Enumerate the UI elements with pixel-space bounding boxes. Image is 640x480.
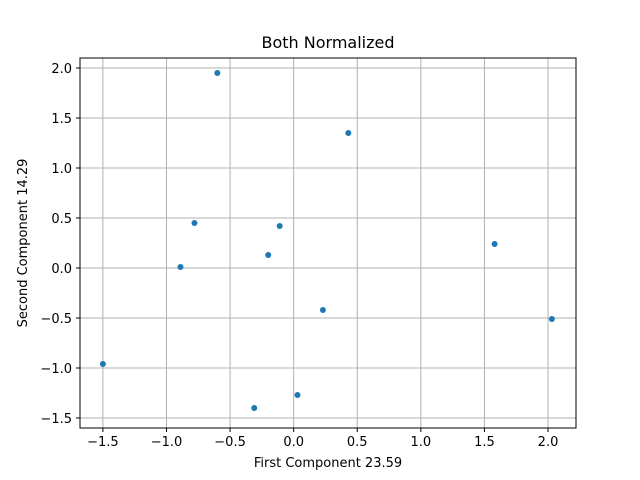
scatter-point [345,130,352,136]
x-tick-label: 1.0 [410,435,431,450]
x-tick-label: 0.5 [347,435,368,450]
scatter-point [548,316,555,322]
x-tick-label: 1.5 [474,435,495,450]
scatter-point [214,70,221,76]
y-tick-label: −0.5 [40,312,72,327]
scatter-point [99,361,106,367]
x-axis-label: First Component 23.59 [254,456,402,471]
y-tick-label: 0.0 [51,262,72,277]
x-tick-label: 2.0 [538,435,559,450]
scatter-point [276,223,283,229]
chart-title: Both Normalized [262,33,395,52]
scatter-point [294,392,301,398]
data-points [99,70,555,411]
scatter-point [265,252,272,258]
scatter-point [319,307,326,313]
x-tick-label: −1.5 [87,435,119,450]
y-tick-label: −1.5 [40,412,72,427]
scatter-point [251,405,258,411]
plot-frame [79,57,577,429]
scatter-point [191,220,198,226]
x-tick-label: −1.0 [151,435,183,450]
y-tick-label: 1.0 [51,162,72,177]
scatter-point [491,241,498,247]
scatter-point [177,264,184,270]
x-tick-label: −0.5 [214,435,246,450]
x-tick-label: 0.0 [283,435,304,450]
y-tick-label: 1.5 [51,112,72,127]
y-axis-label: Second Component 14.29 [16,159,31,328]
axis-ticks: −1.5 −1.0 −0.5 0.0 0.5 1.0 1.5 2.0 −1.5 −1.0 −0.5 0… [40,62,558,450]
y-tick-label: 0.5 [51,212,72,227]
y-tick-label: 2.0 [51,62,72,77]
y-tick-label: −1.0 [40,362,72,377]
grid [80,58,576,428]
